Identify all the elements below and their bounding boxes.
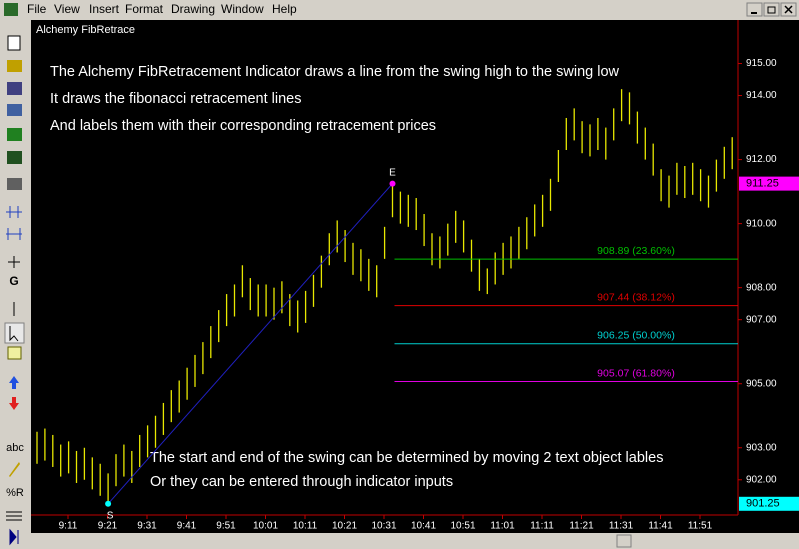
toolbar-label[interactable]: G bbox=[9, 274, 18, 288]
restore-button[interactable] bbox=[763, 2, 780, 17]
app-icon bbox=[4, 3, 18, 16]
x-tick-label: 9:11 bbox=[59, 521, 78, 532]
annotation: The Alchemy FibRetracement Indicator dra… bbox=[50, 64, 620, 80]
y-tick-label: 905.00 bbox=[746, 378, 777, 389]
menu-item[interactable]: View bbox=[54, 2, 80, 16]
x-tick-label: 9:41 bbox=[177, 521, 197, 532]
fib-label: 907.44 (38.12%) bbox=[597, 291, 675, 303]
price-tag-label: 911.25 bbox=[746, 178, 779, 190]
annotation: It draws the fibonacci retracement lines bbox=[50, 91, 301, 107]
toolbar-label[interactable]: %R bbox=[6, 487, 24, 499]
x-tick-label: 9:51 bbox=[216, 521, 236, 532]
menu-item[interactable]: Insert bbox=[89, 2, 120, 16]
fib-label: 906.25 (50.00%) bbox=[597, 329, 675, 341]
print-icon[interactable] bbox=[7, 178, 22, 190]
x-tick-label: 11:01 bbox=[490, 521, 515, 532]
menu-item[interactable]: Drawing bbox=[171, 2, 215, 16]
annotation: And labels them with their corresponding… bbox=[50, 118, 436, 134]
y-tick-label: 907.00 bbox=[746, 314, 777, 325]
x-tick-label: 10:51 bbox=[450, 521, 475, 532]
menu-item[interactable]: Format bbox=[125, 2, 164, 16]
annotation: The start and end of the swing can be de… bbox=[150, 450, 663, 466]
x-tick-label: 11:51 bbox=[688, 521, 713, 532]
open-icon[interactable] bbox=[7, 60, 22, 72]
x-tick-label: 11:21 bbox=[569, 521, 594, 532]
scrollbar[interactable] bbox=[31, 533, 799, 549]
toolbar-label[interactable]: abc bbox=[6, 442, 24, 454]
fib-label: 905.07 (61.80%) bbox=[597, 367, 675, 379]
x-tick-label: 10:11 bbox=[293, 521, 318, 532]
swing-start-marker bbox=[105, 500, 112, 507]
x-tick-label: 10:31 bbox=[371, 521, 396, 532]
icon[interactable] bbox=[6, 206, 22, 218]
icon[interactable] bbox=[6, 511, 22, 521]
icon[interactable] bbox=[6, 228, 22, 240]
scroll-thumb[interactable] bbox=[616, 534, 632, 548]
window-controls bbox=[746, 2, 797, 17]
pointer-button[interactable] bbox=[4, 322, 25, 344]
x-tick-label: 11:41 bbox=[648, 521, 673, 532]
pencil-icon[interactable] bbox=[9, 462, 20, 477]
chart-title: Alchemy FibRetrace bbox=[36, 24, 135, 36]
y-tick-label: 910.00 bbox=[746, 218, 777, 229]
swing-line bbox=[107, 183, 393, 505]
pointer-glyph bbox=[9, 326, 19, 342]
minimize-button[interactable] bbox=[746, 2, 763, 17]
price-tag bbox=[739, 176, 799, 191]
x-tick-label: 10:41 bbox=[411, 521, 436, 532]
y-tick-label: 915.00 bbox=[746, 58, 777, 69]
icon[interactable] bbox=[7, 128, 22, 141]
swing-end-marker bbox=[389, 180, 396, 187]
up-arrow-icon[interactable] bbox=[9, 376, 19, 389]
x-tick-label: 11:31 bbox=[609, 521, 634, 532]
close-glyph bbox=[784, 5, 793, 14]
x-tick-label: 10:01 bbox=[253, 521, 278, 532]
swing-start-label[interactable]: S bbox=[107, 510, 114, 521]
menu-item[interactable]: Window bbox=[221, 2, 264, 16]
y-tick-label: 912.00 bbox=[746, 154, 777, 165]
menu-item[interactable]: File bbox=[27, 2, 47, 16]
new-icon[interactable] bbox=[7, 35, 21, 51]
menu-item[interactable]: Help bbox=[272, 2, 297, 16]
fib-label: 908.89 (23.60%) bbox=[597, 245, 675, 257]
icon[interactable] bbox=[9, 528, 19, 546]
icon[interactable] bbox=[7, 151, 22, 164]
price-tag bbox=[739, 496, 799, 511]
annotation: Or they can be entered through indicator… bbox=[150, 474, 453, 490]
y-tick-label: 902.00 bbox=[746, 474, 777, 485]
swing-end-label[interactable]: E bbox=[389, 167, 396, 178]
y-tick-label: 903.00 bbox=[746, 442, 777, 453]
y-tick-label: 908.00 bbox=[746, 282, 777, 293]
crosshair-icon[interactable] bbox=[8, 256, 20, 268]
x-tick-label: 10:21 bbox=[332, 521, 357, 532]
x-tick-label: 9:21 bbox=[98, 521, 118, 532]
icon[interactable] bbox=[7, 104, 22, 116]
x-tick-label: 11:11 bbox=[530, 521, 554, 532]
y-tick-label: 914.00 bbox=[746, 90, 777, 101]
down-arrow-icon[interactable] bbox=[9, 397, 19, 410]
restore-glyph bbox=[767, 6, 776, 14]
price-tag-label: 901.25 bbox=[746, 498, 780, 510]
chart-area bbox=[31, 20, 799, 549]
x-tick-label: 9:31 bbox=[137, 521, 157, 532]
toolbar bbox=[4, 35, 25, 546]
note-icon[interactable] bbox=[7, 346, 22, 360]
save-icon[interactable] bbox=[7, 82, 22, 95]
